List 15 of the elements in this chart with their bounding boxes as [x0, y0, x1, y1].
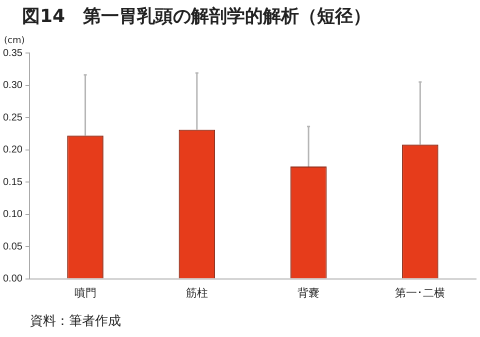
y-tick-label: 0.15: [2, 176, 23, 188]
chart-title: 図14 第一胃乳頭の解剖学的解析（短径）: [22, 5, 372, 28]
y-tick-label: 0.30: [2, 80, 23, 92]
x-tick-label: 筋柱: [186, 287, 208, 300]
y-tick-label: 0.25: [2, 112, 23, 124]
y-tick-label: 0.35: [2, 48, 23, 59]
x-tick-label: 噴門: [74, 286, 96, 300]
text: 資料：筆者作成: [30, 313, 121, 330]
y-tick-label: 0.20: [2, 144, 23, 156]
y-tick-label: 0.05: [2, 241, 23, 252]
y-tick-label: 0.10: [2, 209, 23, 220]
x-tick-label: 第一･二横: [395, 286, 446, 300]
x-tick-label: 背嚢: [298, 286, 320, 300]
y-tick-label: 0.00: [2, 274, 23, 285]
y-axis-title: (cm): [4, 36, 25, 46]
